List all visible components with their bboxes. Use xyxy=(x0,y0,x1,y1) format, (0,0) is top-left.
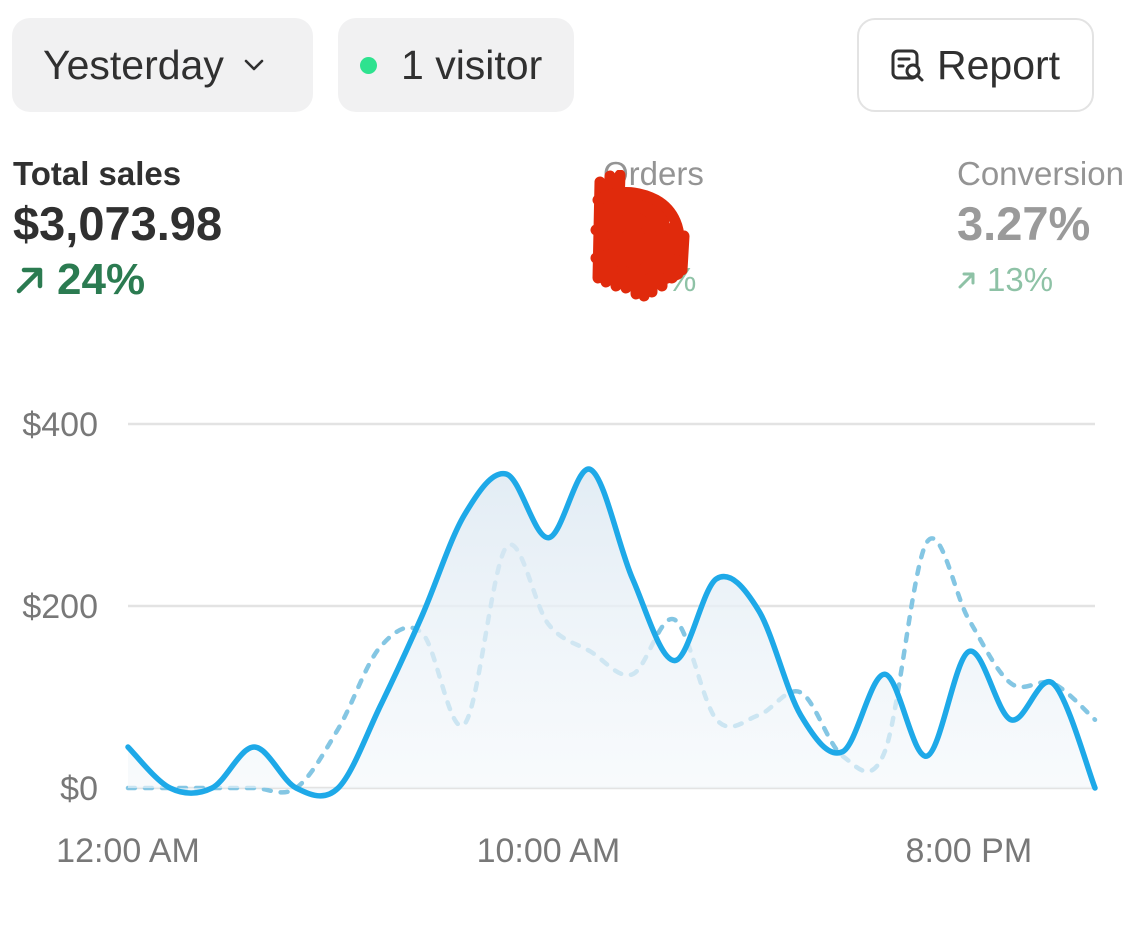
current-series-line xyxy=(125,466,1098,799)
y-tick-label: $400 xyxy=(22,406,98,444)
report-label: Report xyxy=(937,41,1061,88)
metric-conversion[interactable]: Conversion 3.27% 13% xyxy=(957,152,1124,308)
chart-series xyxy=(125,466,1098,799)
metric-value: 3.27% xyxy=(957,197,1091,250)
metric-label: Total sales xyxy=(13,155,182,192)
arrow-up-right-icon xyxy=(16,267,43,294)
metric-total-sales[interactable]: Total sales $3,073.98 24% xyxy=(13,152,222,308)
live-visitors-badge[interactable]: 1 visitor xyxy=(338,18,574,112)
metric-change-value: 24% xyxy=(57,255,146,304)
y-axis: $400 $200 $0 xyxy=(22,406,98,808)
current-series-area xyxy=(128,469,1095,796)
metric-label: Conversion xyxy=(957,155,1124,192)
sales-chart: $400 $200 $0 12:00 AM 10:00 AM 8:00 PM xyxy=(22,406,1098,870)
x-tick-label: 12:00 AM xyxy=(56,832,200,870)
y-tick-label: $200 xyxy=(22,588,98,626)
x-axis: 12:00 AM 10:00 AM 8:00 PM xyxy=(56,832,1032,870)
metric-change: 24% xyxy=(13,252,222,308)
report-icon xyxy=(891,49,924,82)
live-indicator-icon xyxy=(360,56,377,74)
date-range-dropdown[interactable]: Yesterday xyxy=(12,18,313,112)
report-button[interactable]: Report xyxy=(857,18,1094,112)
date-range-label: Yesterday xyxy=(43,41,224,88)
metric-value: $3,073.98 xyxy=(13,197,223,250)
visitors-label: 1 visitor xyxy=(401,41,543,88)
chevron-down-icon xyxy=(244,59,264,71)
x-tick-label: 10:00 AM xyxy=(477,832,621,870)
redaction-scribble xyxy=(590,170,690,302)
arrow-up-right-icon xyxy=(958,272,975,289)
metric-change: 13% xyxy=(957,252,1124,308)
x-tick-label: 8:00 PM xyxy=(906,832,1033,870)
y-tick-label: $0 xyxy=(60,770,98,808)
metric-change-value: 13% xyxy=(987,261,1054,298)
